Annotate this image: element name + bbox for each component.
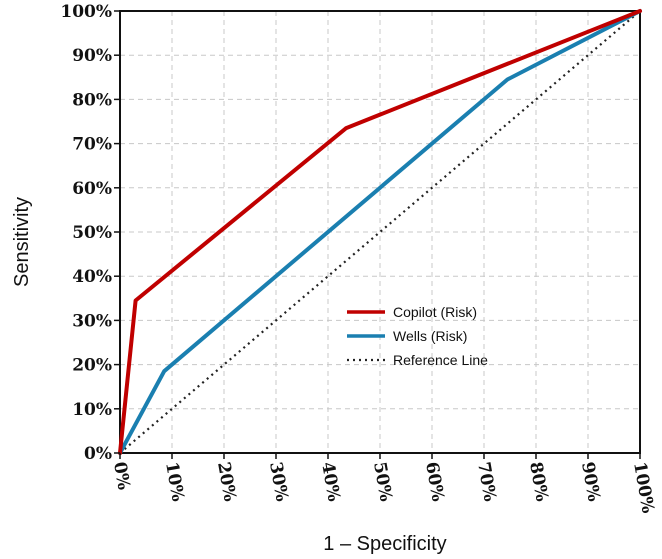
y-tick-label: 80% [72,90,112,110]
x-tick-label: 50% [369,460,396,503]
x-tick-label: 40% [317,460,344,503]
y-axis-title: Sensitivity [11,197,33,287]
series-line-wells-risk [118,9,642,455]
x-tick-label: 0% [109,460,134,491]
x-tick-label: 30% [265,460,292,503]
legend: Copilot (Risk) Wells (Risk) Reference Line [347,304,488,368]
legend-label: Reference Line [393,352,488,368]
x-tick-label: 60% [421,460,448,503]
x-axis-title: 1 – Specificity [323,533,446,555]
x-tick-label: 80% [525,460,552,503]
y-tick-label: 10% [72,400,112,420]
y-tick-label: 100% [60,2,112,22]
x-axis-ticks: 0% 10% 20% 30% 40% 50% 60% 70% 80% 90% 100% [109,453,658,515]
legend-label: Copilot (Risk) [393,304,477,320]
y-tick-label: 20% [72,356,112,376]
legend-label: Wells (Risk) [393,328,467,344]
y-tick-label: 60% [72,179,112,199]
x-tick-label: 20% [213,460,240,503]
y-tick-label: 50% [72,223,112,243]
series-line-copilot-risk [118,9,642,455]
x-tick-label: 100% [629,460,658,514]
y-tick-label: 90% [72,46,112,66]
x-tick-label: 70% [473,460,500,503]
y-tick-label: 40% [72,267,112,287]
y-axis-ticks: 0% 10% 20% 30% 40% 50% 60% 70% 80% 90% 100% [60,2,120,464]
series-layer [118,9,642,455]
y-tick-label: 70% [72,135,112,155]
x-tick-label: 10% [161,460,188,503]
x-tick-label: 90% [577,460,604,503]
y-tick-label: 0% [84,444,112,464]
y-tick-label: 30% [72,311,112,331]
